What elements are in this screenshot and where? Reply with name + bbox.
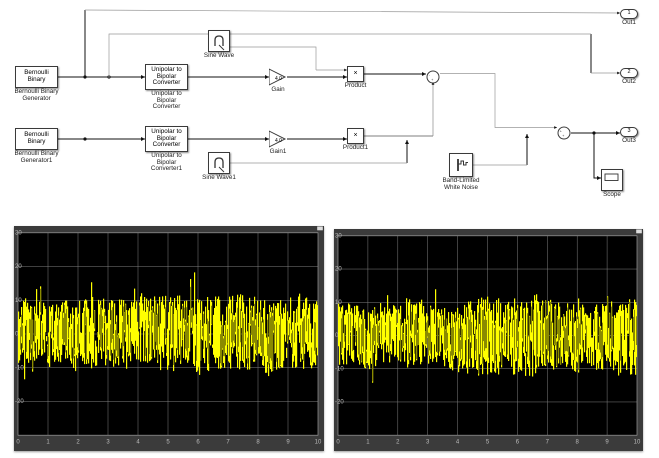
svg-text:+: + [560,129,562,133]
svg-text:+: + [562,134,564,138]
svg-text:4.0: 4.0 [275,138,282,144]
svg-text:+: + [431,78,433,82]
svg-text:4.0: 4.0 [275,76,282,82]
